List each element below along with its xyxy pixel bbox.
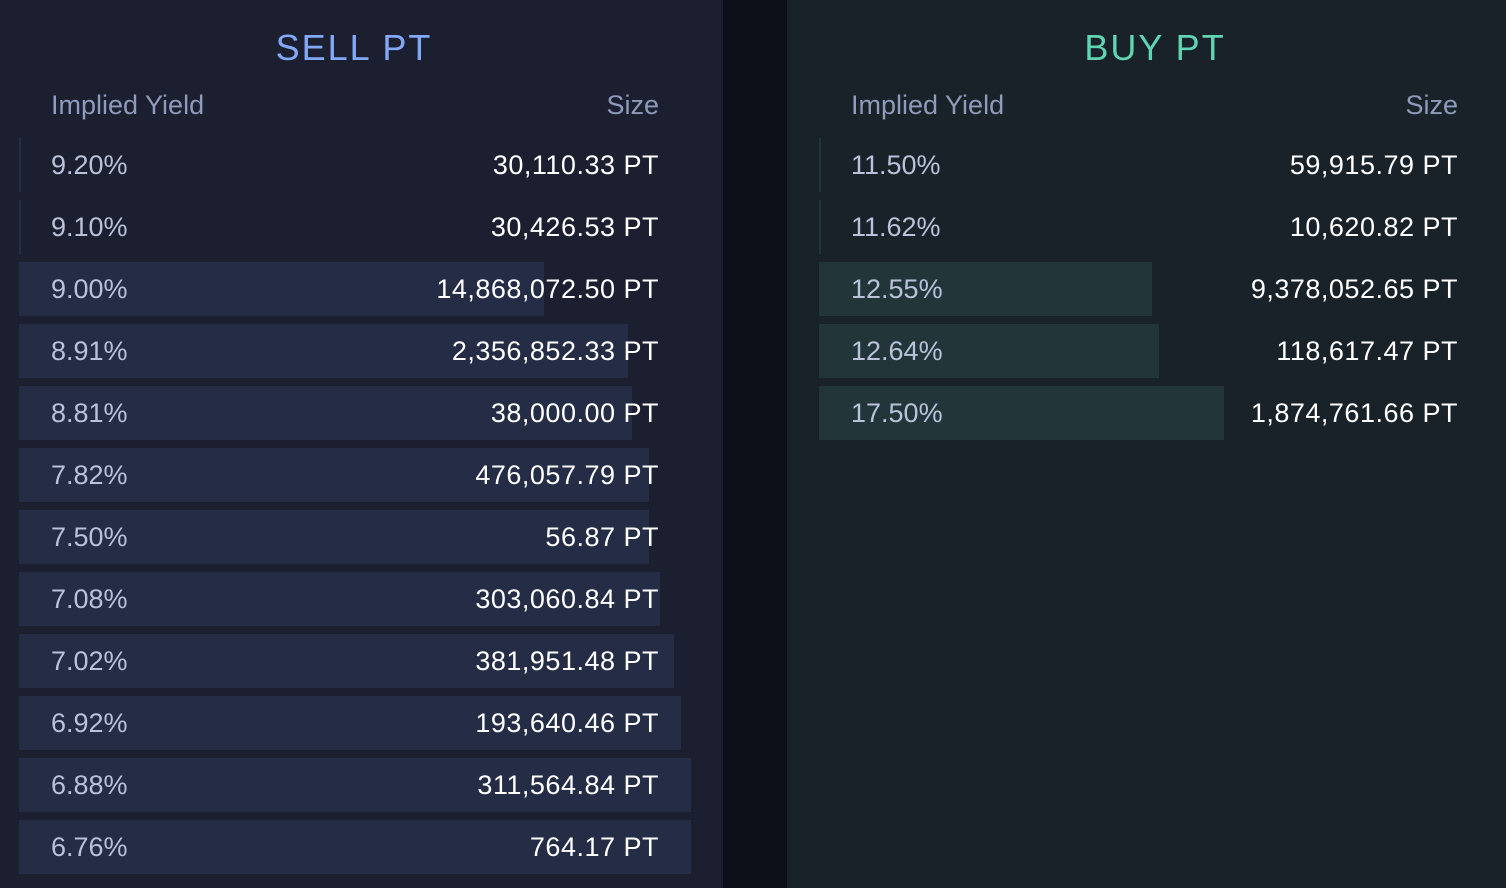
sell-order-row[interactable]: 7.82% 476,057.79 PT (19, 448, 723, 502)
sell-depth-bar (19, 200, 21, 254)
sell-depth-bar (19, 696, 681, 750)
sell-row-size: 38,000.00 PT (490, 398, 659, 428)
buy-row-implied-yield: 11.50% (851, 150, 941, 180)
sell-depth-bar (19, 572, 660, 626)
sell-order-row[interactable]: 9.10% 30,426.53 PT (19, 200, 723, 254)
sell-row-size: 30,426.53 PT (490, 212, 659, 242)
sell-row-size: 311,564.84 PT (477, 770, 659, 800)
sell-row-implied-yield: 8.91% (51, 336, 128, 366)
buy-order-row[interactable]: 12.55% 9,378,052.65 PT (819, 262, 1506, 316)
buy-depth-bar (819, 386, 1224, 440)
sell-row-implied-yield: 7.08% (51, 584, 128, 614)
buy-row-size: 1,874,761.66 PT (1250, 398, 1458, 428)
sell-depth-bar (19, 324, 628, 378)
buy-panel-title: BUY PT (1084, 27, 1226, 68)
sell-row-implied-yield: 6.88% (51, 770, 128, 800)
sell-orderbook-panel: SELL PT Implied Yield Size 9.20% 30,110.3… (0, 0, 723, 888)
buy-row-implied-yield: 12.64% (851, 336, 943, 366)
buy-depth-bar (819, 324, 1159, 378)
sell-size-header: Size (606, 90, 659, 120)
sell-row-implied-yield: 9.20% (51, 150, 128, 180)
sell-order-row[interactable]: 8.81% 38,000.00 PT (19, 386, 723, 440)
buy-order-list: 11.50% 59,915.79 PT 11.62% 10,620.82 PT 12.5… (819, 138, 1506, 448)
buy-row-size: 10,620.82 PT (1289, 212, 1458, 242)
buy-row-implied-yield: 11.62% (851, 212, 941, 242)
sell-order-list: 9.20% 30,110.33 PT 9.10% 30,426.53 PT 9.00% 1… (19, 138, 723, 882)
sell-row-implied-yield: 8.81% (51, 398, 128, 428)
sell-row-implied-yield: 7.02% (51, 646, 128, 676)
buy-row-implied-yield: 12.55% (851, 274, 943, 304)
buy-row-size: 59,915.79 PT (1289, 150, 1458, 180)
sell-order-row[interactable]: 6.92% 193,640.46 PT (19, 696, 723, 750)
buy-depth-bar (819, 138, 821, 192)
sell-panel-title: SELL PT (275, 27, 433, 68)
sell-depth-bar (19, 138, 21, 192)
sell-order-row[interactable]: 6.76% 764.17 PT (19, 820, 723, 874)
sell-depth-bar (19, 386, 632, 440)
sell-row-size: 56.87 PT (545, 522, 659, 552)
sell-row-size: 303,060.84 PT (475, 584, 659, 614)
sell-depth-bar (19, 758, 691, 812)
buy-depth-bar (819, 200, 821, 254)
sell-depth-bar (19, 820, 691, 874)
buy-depth-bar (819, 262, 1152, 316)
sell-order-row[interactable]: 9.20% 30,110.33 PT (19, 138, 723, 192)
sell-order-row[interactable]: 9.00% 14,868,072.50 PT (19, 262, 723, 316)
sell-depth-bar (19, 448, 649, 502)
sell-row-size: 476,057.79 PT (475, 460, 659, 490)
sell-order-row[interactable]: 7.50% 56.87 PT (19, 510, 723, 564)
buy-order-row[interactable]: 11.62% 10,620.82 PT (819, 200, 1506, 254)
sell-depth-bar (19, 262, 544, 316)
sell-row-implied-yield: 9.10% (51, 212, 128, 242)
buy-order-row[interactable]: 12.64% 118,617.47 PT (819, 324, 1506, 378)
sell-row-size: 30,110.33 PT (492, 150, 659, 180)
sell-row-size: 14,868,072.50 PT (436, 274, 659, 304)
sell-row-implied-yield: 6.76% (51, 832, 128, 862)
buy-row-size: 9,378,052.65 PT (1250, 274, 1458, 304)
sell-order-row[interactable]: 6.88% 311,564.84 PT (19, 758, 723, 812)
sell-row-implied-yield: 7.50% (51, 522, 128, 552)
buy-implied-yield-header: Implied Yield (851, 90, 1005, 120)
sell-depth-bar (19, 510, 649, 564)
buy-orderbook-panel: BUY PT Implied Yield Size 11.50% 59,915.7… (787, 0, 1506, 888)
sell-row-implied-yield: 9.00% (51, 274, 128, 304)
sell-row-implied-yield: 7.82% (51, 460, 128, 490)
sell-depth-bar (19, 634, 674, 688)
sell-implied-yield-header: Implied Yield (51, 90, 205, 120)
sell-row-size: 2,356,852.33 PT (451, 336, 659, 366)
sell-order-row[interactable]: 7.08% 303,060.84 PT (19, 572, 723, 626)
buy-row-implied-yield: 17.50% (851, 398, 943, 428)
buy-order-row[interactable]: 17.50% 1,874,761.66 PT (819, 386, 1506, 440)
sell-row-size: 381,951.48 PT (475, 646, 659, 676)
buy-order-row[interactable]: 11.50% 59,915.79 PT (819, 138, 1506, 192)
buy-size-header: Size (1405, 90, 1458, 120)
sell-order-row[interactable]: 8.91% 2,356,852.33 PT (19, 324, 723, 378)
sell-row-size: 764.17 PT (529, 832, 659, 862)
buy-row-size: 118,617.47 PT (1276, 336, 1458, 366)
sell-row-implied-yield: 6.92% (51, 708, 128, 738)
sell-row-size: 193,640.46 PT (475, 708, 659, 738)
sell-order-row[interactable]: 7.02% 381,951.48 PT (19, 634, 723, 688)
